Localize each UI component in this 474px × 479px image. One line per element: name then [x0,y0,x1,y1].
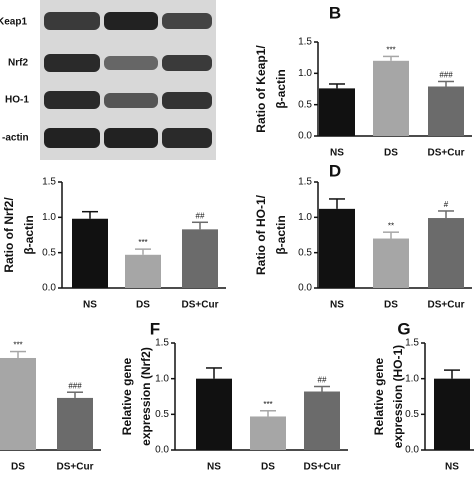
panel-letter: F [150,319,160,338]
y-tick-label: 1.0 [298,212,312,223]
blot-label: Keap1 [0,17,27,28]
blot-band [104,56,158,70]
y-axis-label: Ratio of Nrf2/ [2,197,16,273]
bar [250,416,286,450]
bar [373,60,409,136]
x-tick-label: NS [445,462,459,473]
y-tick-label: 1.0 [155,373,169,384]
y-tick-label: 0.5 [298,247,312,258]
x-tick-label: DS [261,462,275,473]
blot-band [162,13,212,29]
blot-band [44,128,100,148]
y-tick-label: 0.0 [42,283,56,294]
y-axis-label: Relative gene [372,357,386,435]
blot-band [104,128,158,148]
bar [373,238,409,288]
y-axis-label: Ratio of HO-1/ [254,194,268,275]
panel-letter: D [329,161,341,180]
significance: # [444,200,449,209]
significance: *** [263,400,272,409]
x-tick-label: DS+Cur [182,300,219,311]
bar [72,218,108,288]
y-tick-label: 0.0 [298,283,312,294]
y-tick-label: 0.0 [155,445,169,456]
significance: ### [439,71,453,80]
y-axis-label: Ratio of Keap1/ [254,45,268,133]
y-tick-label: 1.5 [155,338,169,349]
y-tick-label: 1.0 [42,212,56,223]
bar [57,397,93,450]
y-tick-label: 1.0 [298,68,312,79]
blot-image: Keap1 Nrf2 HO-1 -actin [0,0,216,160]
y-tick-label: 0.5 [298,99,312,110]
blot-label: Nrf2 [8,58,28,69]
blot-band [44,91,100,109]
blot-label: -actin [2,133,29,144]
significance: ### [68,381,82,390]
blot-band [44,54,100,72]
bar [0,357,36,450]
blot-band [162,92,212,109]
y-tick-label: 1.5 [298,37,312,48]
blot-band [162,55,212,71]
bar [125,254,161,288]
significance: *** [138,238,147,247]
x-tick-label: DS+Cur [428,300,465,311]
x-tick-label: DS [384,148,398,159]
panel-letter: B [329,3,341,22]
x-tick-label: NS [330,300,344,311]
panel-letter: G [397,319,410,338]
y-axis-label: β-actin [274,215,288,254]
y-axis-label: expression (HO-1) [391,345,405,448]
blot-band [162,128,212,148]
y-tick-label: 1.0 [405,373,419,384]
y-tick-label: 1.5 [298,177,312,188]
x-tick-label: NS [330,148,344,159]
x-tick-label: DS+Cur [428,148,465,159]
bar [434,378,470,450]
y-tick-label: 0.5 [42,247,56,258]
blot-label: HO-1 [5,95,29,106]
bar [182,229,218,288]
significance: *** [386,46,395,55]
blot-band [104,12,158,30]
significance: *** [13,341,22,350]
x-tick-label: DS+Cur [304,462,341,473]
bar [319,208,355,288]
blot-band [44,12,100,30]
x-tick-label: DS+Cur [57,462,94,473]
x-tick-label: DS [136,300,150,311]
blot-band [104,93,158,108]
y-tick-label: 0.0 [298,131,312,142]
significance: ## [196,211,205,220]
y-tick-label: 0.0 [405,445,419,456]
x-tick-label: NS [207,462,221,473]
x-tick-label: DS [11,462,25,473]
y-tick-label: 1.5 [405,338,419,349]
y-axis-label: expression (Nrf2) [139,347,153,446]
y-tick-label: 0.5 [405,409,419,420]
x-tick-label: NS [83,300,97,311]
y-axis-label: β-actin [22,215,36,254]
significance: ## [318,376,327,385]
bar [196,378,232,450]
significance: ** [388,221,394,230]
bar [304,391,340,450]
x-tick-label: DS [384,300,398,311]
bar [319,88,355,136]
y-tick-label: 1.5 [42,177,56,188]
bar [428,218,464,288]
y-axis-label: Relative gene [120,357,134,435]
bar [428,86,464,136]
y-axis-label: β-actin [274,69,288,108]
y-tick-label: 0.5 [155,409,169,420]
